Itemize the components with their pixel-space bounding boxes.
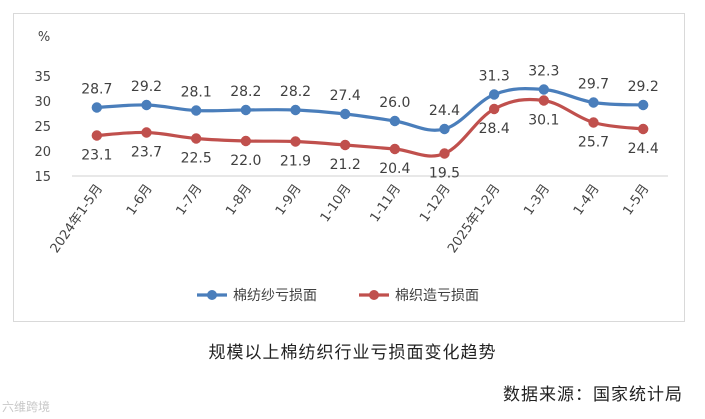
data-label: 22.5 bbox=[181, 151, 212, 167]
data-point bbox=[141, 99, 152, 111]
y-tick-label: 35 bbox=[34, 70, 51, 85]
data-label: 21.2 bbox=[330, 157, 361, 173]
x-tick-label: 1-7月 bbox=[174, 182, 206, 219]
data-point bbox=[488, 103, 500, 115]
data-label: 24.4 bbox=[628, 141, 659, 157]
data-label: 27.4 bbox=[330, 88, 361, 104]
data-point bbox=[91, 130, 103, 141]
data-label: 23.7 bbox=[131, 145, 162, 161]
data-label: 25.7 bbox=[578, 135, 609, 151]
x-tick-label: 1-5月 bbox=[621, 182, 653, 219]
data-label: 30.1 bbox=[528, 113, 559, 129]
legend-label: 棉纺纱亏损面 bbox=[233, 287, 317, 304]
x-tick-label: 1-3月 bbox=[521, 182, 553, 219]
data-point bbox=[290, 104, 301, 116]
watermark: 六维跨境 bbox=[2, 400, 51, 414]
y-tick-label: 30 bbox=[34, 95, 51, 110]
data-label: 32.3 bbox=[528, 64, 559, 80]
data-point bbox=[439, 148, 450, 159]
x-tick-label: 1-8月 bbox=[223, 182, 255, 219]
data-label: 20.4 bbox=[379, 161, 410, 177]
data-label: 22.0 bbox=[230, 153, 261, 169]
data-point bbox=[190, 133, 202, 144]
data-label: 28.4 bbox=[479, 121, 510, 137]
data-point bbox=[339, 108, 351, 120]
x-tick-label: 1-9月 bbox=[273, 182, 305, 219]
y-tick-label: 25 bbox=[34, 120, 51, 135]
data-label: 23.1 bbox=[81, 148, 112, 164]
line-chart: % 15 20 25 30 35 2024年1-5月 1-6月 1-7月 1-8月 1-9月 1-10… bbox=[34, 30, 668, 304]
data-label: 21.9 bbox=[280, 154, 311, 170]
data-point bbox=[290, 136, 301, 147]
legend-swatch-marker bbox=[207, 290, 217, 300]
x-tick-label: 2025年1-2月 bbox=[445, 182, 503, 256]
chart-caption: 规模以上棉纺织行业亏损面变化趋势 bbox=[208, 343, 497, 363]
data-label: 24.4 bbox=[429, 103, 460, 119]
y-tick-label: 20 bbox=[34, 145, 51, 160]
y-axis-unit-label: % bbox=[38, 30, 50, 45]
chart-frame: % 15 20 25 30 35 2024年1-5月 1-6月 1-7月 1-8月 1-9月 1-10… bbox=[13, 13, 685, 322]
data-label: 28.7 bbox=[81, 82, 112, 98]
data-point bbox=[488, 89, 500, 100]
data-point bbox=[538, 84, 550, 95]
data-label: 19.5 bbox=[429, 166, 460, 182]
data-point bbox=[240, 135, 252, 147]
x-tick-label: 1-12月 bbox=[417, 182, 454, 225]
data-point bbox=[339, 139, 351, 151]
legend-label: 棉织造亏损面 bbox=[395, 287, 479, 304]
x-tick-label: 1-4月 bbox=[571, 182, 603, 219]
data-point bbox=[389, 115, 401, 127]
data-point bbox=[141, 127, 152, 138]
data-point bbox=[389, 143, 401, 155]
data-source: 数据来源：国家统计局 bbox=[503, 385, 683, 405]
data-label: 28.2 bbox=[230, 84, 261, 100]
data-label: 28.1 bbox=[181, 85, 212, 101]
data-point bbox=[637, 123, 649, 135]
data-point bbox=[240, 104, 252, 116]
data-label: 28.2 bbox=[280, 84, 311, 100]
x-tick-label: 2024年1-5月 bbox=[48, 182, 106, 256]
data-point bbox=[538, 95, 550, 106]
data-point bbox=[439, 123, 450, 135]
data-label: 29.2 bbox=[628, 79, 659, 95]
data-point bbox=[190, 105, 202, 116]
data-point bbox=[588, 117, 599, 128]
data-label: 29.7 bbox=[578, 77, 609, 93]
y-tick-label: 15 bbox=[34, 170, 51, 185]
legend-swatch-marker bbox=[369, 290, 379, 300]
x-tick-label: 1-10月 bbox=[318, 182, 355, 225]
data-label: 29.2 bbox=[131, 79, 162, 95]
x-tick-label: 1-11月 bbox=[367, 182, 404, 225]
data-point bbox=[637, 99, 649, 111]
data-point bbox=[588, 97, 599, 108]
data-point bbox=[91, 102, 103, 113]
series-line-1 bbox=[96, 86, 644, 132]
data-label: 26.0 bbox=[379, 95, 410, 111]
data-label: 31.3 bbox=[479, 69, 510, 85]
x-tick-label: 1-6月 bbox=[124, 182, 156, 219]
